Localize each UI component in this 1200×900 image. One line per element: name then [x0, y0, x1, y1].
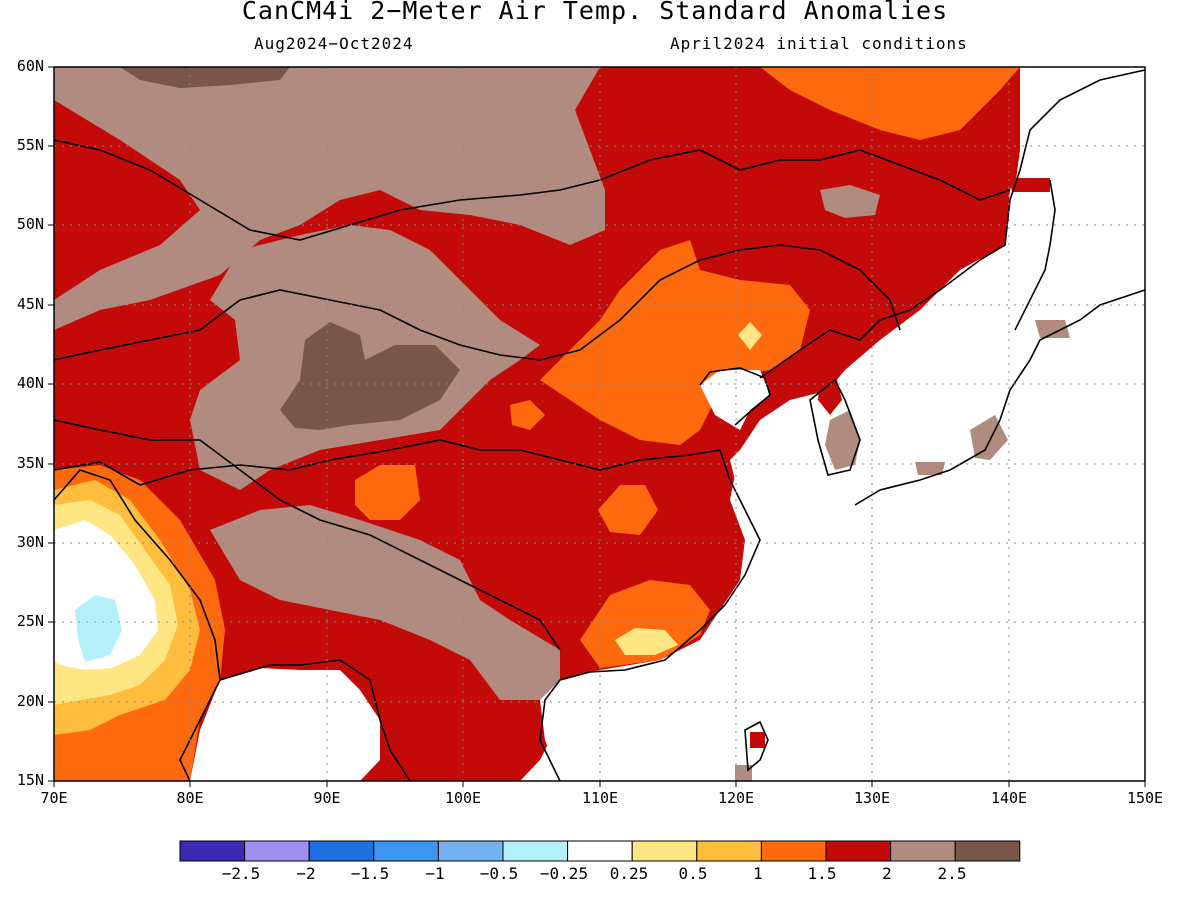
colorbar-swatch — [760, 840, 827, 862]
colorbar-label: 1 — [753, 864, 763, 883]
anomaly-brown-korea — [825, 410, 860, 470]
colorbar-label: 2 — [882, 864, 892, 883]
lat-label: 55N — [16, 136, 44, 154]
anomaly-brown-north — [54, 67, 605, 330]
anomaly-red-taiwan — [750, 732, 765, 748]
lon-label: 130E — [853, 789, 891, 807]
colorbar-label: 2.5 — [937, 864, 967, 883]
colorbar-swatch — [954, 840, 1021, 862]
colorbar-swatch — [696, 840, 762, 862]
colorbar-swatch — [567, 840, 633, 862]
lat-label: 30N — [16, 533, 44, 551]
colorbar-swatch — [244, 840, 310, 862]
anomaly-brown-japan — [970, 415, 1008, 460]
gridlines — [54, 67, 1145, 781]
colorbar-label: −2.5 — [221, 864, 261, 883]
colorbar-swatch — [890, 840, 956, 862]
lon-label: 110E — [581, 789, 619, 807]
anomaly-brown-japan2 — [915, 462, 945, 475]
lat-label: 45N — [16, 295, 44, 313]
anomaly-orange-center2 — [598, 485, 658, 535]
sea-east — [700, 67, 1145, 781]
anomaly-orange-blob — [510, 400, 545, 430]
colorbar-label: −0.5 — [479, 864, 519, 883]
lat-label: 35N — [16, 454, 44, 472]
lat-label: 20N — [16, 692, 44, 710]
lon-label: 90E — [313, 789, 341, 807]
lon-label: 140E — [990, 789, 1028, 807]
lat-label: 50N — [16, 215, 44, 233]
sea-bengal — [190, 668, 380, 781]
anomaly-yellow-spot2 — [615, 628, 678, 655]
anomaly-yellow-spot1 — [738, 322, 762, 350]
lon-label: 70E — [40, 789, 68, 807]
anomaly-brown-hokkaido — [1035, 320, 1070, 338]
colorbar-label: −1 — [425, 864, 445, 883]
sea-bohai — [700, 370, 770, 430]
lat-label: 40N — [16, 374, 44, 392]
colorbar — [179, 840, 1021, 862]
anomaly-fields — [54, 67, 1145, 781]
anomaly-red-sakhalin — [1010, 178, 1050, 192]
lat-label: 25N — [16, 612, 44, 630]
colorbar-label: 1.5 — [807, 864, 837, 883]
colorbar-label: −0.25 — [539, 864, 589, 883]
colorbar-swatch — [373, 840, 439, 862]
colorbar-label: −1.5 — [350, 864, 390, 883]
coastlines — [54, 69, 1145, 781]
lon-label: 80E — [176, 789, 204, 807]
colorbar-swatch — [308, 840, 375, 862]
anomaly-orange-south-china — [580, 580, 710, 668]
colorbar-swatch — [179, 840, 246, 862]
colorbar-label: 0.25 — [609, 864, 649, 883]
initial-conditions: April2024 initial conditions — [670, 34, 968, 53]
tick-marks — [48, 66, 1146, 787]
anomaly-brown-taiwan — [735, 765, 752, 781]
anomaly-brown-tibet — [210, 505, 560, 700]
anomaly-cyan-india — [75, 595, 122, 662]
anomaly-darkbrown-north — [120, 67, 290, 88]
colorbar-label: −2 — [296, 864, 316, 883]
anomaly-orange-east — [540, 240, 810, 445]
colorbar-label: 0.5 — [678, 864, 708, 883]
forecast-period: Aug2024−Oct2024 — [254, 34, 414, 53]
sea-southchina — [540, 640, 760, 781]
colorbar-swatch — [502, 840, 569, 862]
lat-label: 60N — [16, 57, 44, 75]
lon-label: 120E — [717, 789, 755, 807]
anomaly-darkbrown-central — [280, 322, 460, 430]
lon-label: 150E — [1126, 789, 1164, 807]
chart-title: CanCM4i 2−Meter Air Temp. Standard Anoma… — [241, 0, 949, 25]
anomaly-brown-northeast — [820, 185, 880, 218]
anomaly-orange-center — [355, 465, 420, 520]
lat-label: 15N — [16, 771, 44, 789]
colorbar-swatch — [631, 840, 698, 862]
lon-label: 100E — [444, 789, 482, 807]
anomaly-orange-north — [760, 67, 1020, 140]
colorbar-swatch — [437, 840, 504, 862]
colorbar-swatch — [825, 840, 892, 862]
